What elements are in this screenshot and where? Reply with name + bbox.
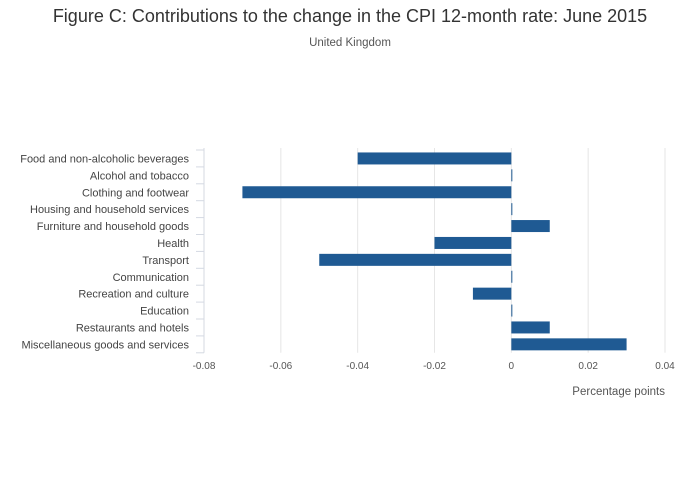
bar (511, 169, 513, 182)
bar (511, 338, 627, 351)
bar (511, 220, 550, 233)
bar (511, 270, 513, 283)
bar (319, 253, 512, 266)
bar (357, 152, 512, 165)
chart-title: Figure C: Contributions to the change in… (52, 6, 648, 26)
category-label: Clothing and footwear (82, 187, 189, 199)
x-tick-label: 0 (509, 361, 515, 372)
bar (511, 321, 550, 334)
category-label: Education (140, 306, 189, 318)
category-label: Transport (142, 255, 189, 267)
x-tick-label: 0.04 (655, 361, 675, 372)
x-tick-label: -0.04 (346, 361, 369, 372)
category-label: Restaurants and hotels (76, 322, 190, 334)
x-tick-label: -0.08 (193, 361, 216, 372)
category-label: Alcohol and tobacco (90, 170, 189, 182)
bar (511, 203, 513, 216)
bar (434, 236, 512, 249)
bars (242, 152, 627, 351)
gridlines (280, 148, 666, 353)
category-label: Food and non-alcoholic beverages (20, 153, 189, 165)
x-tick-labels: -0.08 -0.06 -0.04 -0.02 0 0.02 0.04 (193, 361, 676, 372)
bar (242, 186, 512, 199)
category-label: Communication (113, 272, 189, 284)
x-tick-label: -0.06 (269, 361, 292, 372)
category-label: Housing and household services (30, 204, 189, 216)
category-label: Health (157, 238, 189, 250)
bar (472, 287, 512, 300)
chart-subtitle: United Kingdom (309, 37, 391, 49)
y-axis (196, 148, 205, 354)
x-axis-title: Percentage points (572, 386, 665, 398)
category-label: Furniture and household goods (37, 221, 190, 233)
x-tick-label: 0.02 (578, 361, 598, 372)
category-label: Miscellaneous goods and services (21, 339, 189, 351)
x-tick-label: -0.02 (423, 361, 446, 372)
category-label: Recreation and culture (78, 289, 189, 301)
bar (511, 304, 513, 317)
category-labels: Food and non-alcoholic beverages Alcohol … (20, 153, 189, 351)
